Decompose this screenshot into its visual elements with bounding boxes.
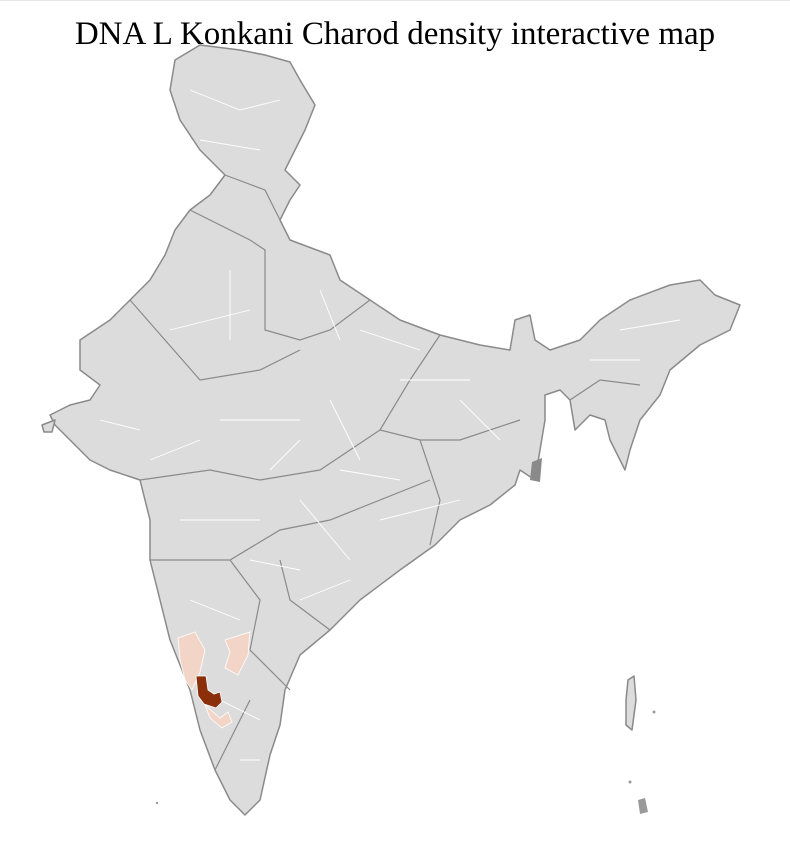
high-density-districts[interactable] — [195, 675, 223, 709]
map-title: DNA L Konkani Charod density interactive… — [74, 16, 716, 52]
top-border — [0, 0, 790, 1]
district-boundaries — [99, 89, 681, 761]
island — [652, 710, 656, 714]
sundarbans-area — [530, 458, 542, 482]
nicobar-islands — [638, 798, 648, 814]
lakshadweep-island — [155, 801, 159, 805]
low-density-districts[interactable] — [177, 631, 251, 729]
andaman-islands[interactable] — [625, 675, 637, 731]
island — [628, 780, 632, 784]
gujarat-coast — [41, 419, 56, 433]
mainland-india[interactable] — [49, 44, 741, 816]
state-boundaries — [129, 174, 641, 771]
